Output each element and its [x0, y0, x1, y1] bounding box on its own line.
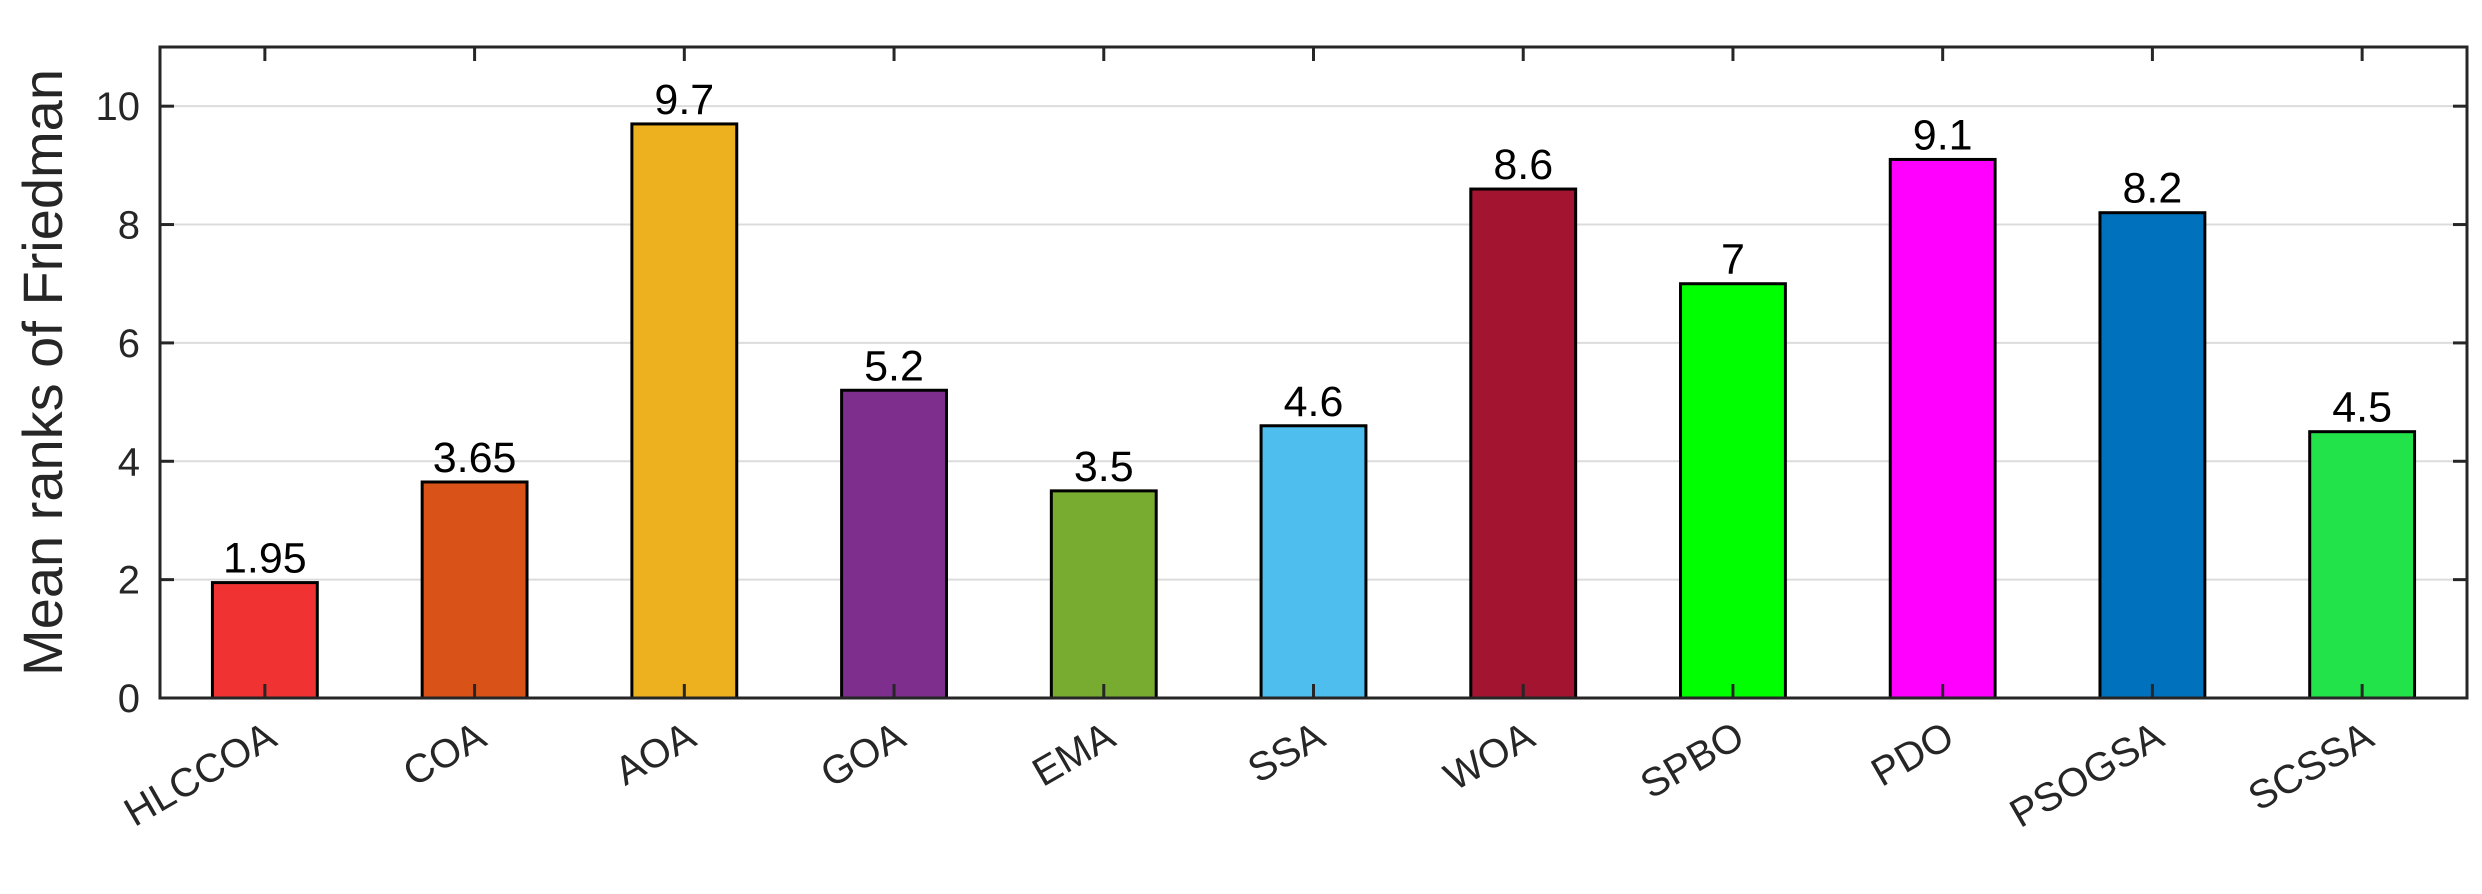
x-tick-label-psogsa: PSOGSA — [2003, 714, 2172, 837]
bar-scssa — [2308, 430, 2417, 700]
data-label-ema: 3.5 — [1074, 443, 1134, 491]
data-label-goa: 5.2 — [864, 342, 924, 390]
gridlines — [160, 105, 2467, 581]
bar-ssa — [1259, 424, 1368, 700]
bar-hlccoa — [210, 581, 319, 700]
bar-aoa — [630, 122, 739, 700]
x-tick-label-ssa: SSA — [1241, 714, 1333, 792]
bars — [210, 122, 2417, 700]
x-tick-label-spbo: SPBO — [1633, 714, 1751, 808]
x-tick-label-goa: GOA — [814, 714, 913, 797]
axis-ticks — [160, 47, 2467, 700]
bar-woa — [1469, 187, 1578, 700]
y-tick-label: 8 — [118, 204, 140, 248]
x-tick-label-scssa: SCSSA — [2241, 714, 2381, 820]
data-label-hlccoa: 1.95 — [223, 535, 307, 583]
x-tick-label-ema: EMA — [1025, 714, 1122, 796]
y-tick-label: 4 — [118, 440, 140, 484]
x-tick-label-woa: WOA — [1437, 714, 1542, 800]
bar-ema — [1049, 489, 1158, 700]
data-label-woa: 8.6 — [1493, 141, 1553, 189]
labels: 0 2 4 6 8 10 1.95 HLCCOA 3.65 COA 9.7 AOA 5.2 GOA 3.5 E… — [96, 76, 2393, 836]
y-axis-label: Mean ranks of Friedman — [11, 69, 74, 676]
y-tick-label: 6 — [118, 322, 140, 366]
data-label-aoa: 9.7 — [654, 76, 714, 124]
y-tick-label: 2 — [118, 559, 140, 603]
data-label-coa: 3.65 — [433, 434, 517, 482]
y-tick-label: 0 — [118, 677, 140, 721]
y-tick-label: 10 — [96, 85, 141, 129]
data-label-scssa: 4.5 — [2332, 384, 2392, 432]
bar-pdo — [1888, 157, 1997, 700]
data-label-psogsa: 8.2 — [2123, 165, 2183, 213]
x-tick-label-aoa: AOA — [608, 714, 703, 795]
bar-goa — [840, 388, 948, 700]
data-label-pdo: 9.1 — [1913, 111, 1973, 159]
data-label-ssa: 4.6 — [1284, 378, 1344, 426]
bar-coa — [420, 480, 529, 700]
x-tick-label-hlccoa: HLCCOA — [117, 714, 284, 836]
bar-psogsa — [2098, 211, 2207, 700]
x-tick-label-coa: COA — [396, 714, 493, 796]
x-tick-label-pdo: PDO — [1864, 714, 1961, 795]
bar-spbo — [1679, 282, 1787, 700]
data-label-spbo: 7 — [1721, 236, 1745, 284]
